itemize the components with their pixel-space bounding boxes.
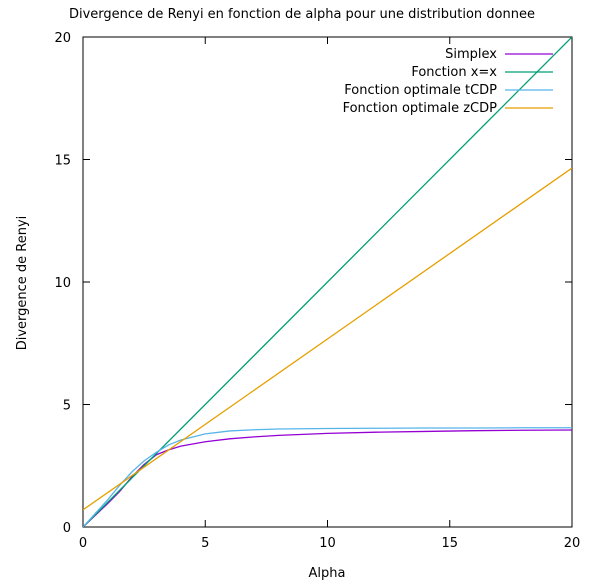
legend-label: Fonction optimale zCDP xyxy=(343,101,498,116)
chart-title: Divergence de Renyi en fonction de alpha… xyxy=(69,7,535,22)
legend-label: Fonction x=x xyxy=(411,65,497,80)
x-tick-label: 10 xyxy=(319,536,336,551)
y-tick-label: 20 xyxy=(54,31,71,46)
y-tick-label: 0 xyxy=(63,521,71,536)
y-tick-label: 5 xyxy=(63,399,71,414)
series-layer xyxy=(83,37,572,527)
legend-label: Fonction optimale tCDP xyxy=(344,83,497,98)
y-axis-label: Divergence de Renyi xyxy=(15,216,30,351)
x-tick-label: 5 xyxy=(201,536,209,551)
x-tick-label: 20 xyxy=(564,536,581,551)
x-tick-label: 0 xyxy=(79,536,87,551)
y-tick-label: 10 xyxy=(54,276,71,291)
series-line-0 xyxy=(83,429,572,527)
x-tick-label: 15 xyxy=(441,536,458,551)
axis-ticks: 0 5 10 15 20 0 5 10 15 20 xyxy=(54,31,580,551)
legend-label: Simplex xyxy=(445,47,497,62)
series-line-3 xyxy=(83,167,572,511)
y-tick-label: 15 xyxy=(54,154,71,169)
legend: Simplex Fonction x=x Fonction optimale tCD… xyxy=(343,47,553,116)
series-line-2 xyxy=(83,427,572,527)
x-axis-label: Alpha xyxy=(309,566,346,581)
series-line-1 xyxy=(83,37,572,527)
